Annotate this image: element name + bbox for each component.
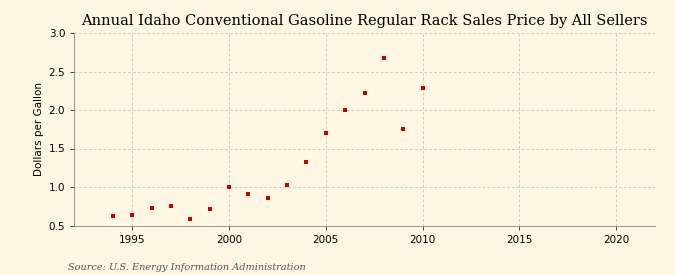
Point: [263, 196, 273, 200]
Point: [165, 204, 176, 208]
Point: [127, 213, 138, 218]
Point: [359, 91, 370, 95]
Text: Source: U.S. Energy Information Administration: Source: U.S. Energy Information Administ…: [68, 263, 305, 271]
Point: [223, 185, 234, 189]
Point: [205, 206, 215, 211]
Point: [340, 108, 350, 112]
Point: [243, 192, 254, 196]
Point: [417, 86, 428, 91]
Y-axis label: Dollars per Gallon: Dollars per Gallon: [34, 82, 45, 176]
Point: [281, 183, 292, 188]
Point: [398, 127, 408, 131]
Title: Annual Idaho Conventional Gasoline Regular Rack Sales Price by All Sellers: Annual Idaho Conventional Gasoline Regul…: [81, 14, 648, 28]
Point: [146, 206, 157, 210]
Point: [321, 131, 331, 135]
Point: [379, 56, 389, 60]
Point: [107, 214, 118, 218]
Point: [301, 160, 312, 164]
Point: [185, 217, 196, 222]
